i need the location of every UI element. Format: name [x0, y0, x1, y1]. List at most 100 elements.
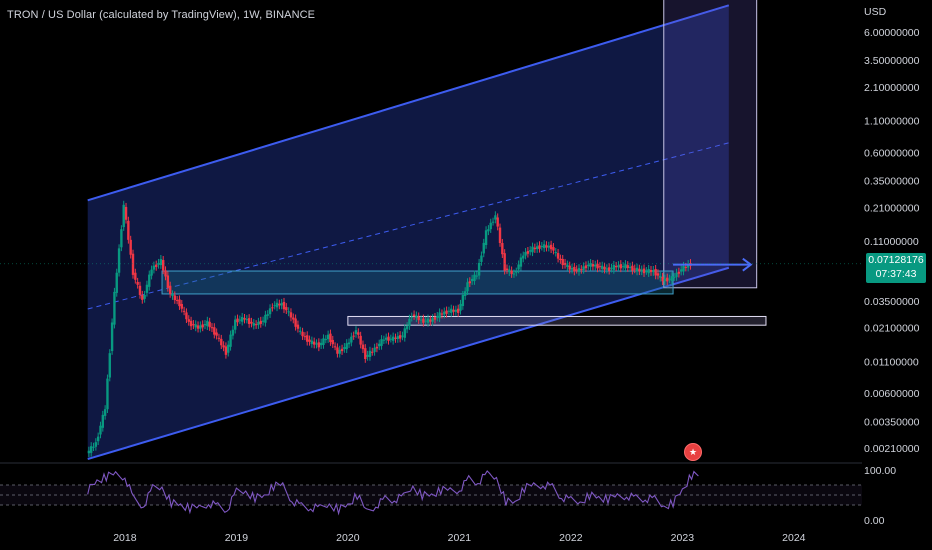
candle-body	[605, 268, 609, 270]
candle-body	[515, 271, 518, 273]
candle-body	[96, 436, 100, 442]
candle-body	[484, 230, 488, 246]
candle-body	[310, 340, 314, 344]
candle-body	[389, 338, 393, 340]
candle-body	[89, 446, 93, 453]
time-axis[interactable]: 2018 2019 2020 2021 2022 2023 2024	[113, 532, 805, 544]
candle-body	[652, 269, 655, 273]
candle-body	[461, 294, 465, 307]
candle-body	[141, 294, 144, 300]
channel-mid-line	[87, 142, 729, 310]
y-tick-label: 0.35000000	[864, 176, 920, 188]
candle-body	[206, 320, 209, 327]
candle-body	[670, 276, 674, 281]
candle-body	[110, 322, 114, 352]
candle-body	[666, 277, 669, 282]
candle-body	[101, 414, 105, 428]
x-tick-label: 2023	[671, 532, 695, 544]
candle-body	[317, 342, 321, 348]
candle-body	[273, 305, 276, 307]
y-tick-label: 1.10000000	[864, 116, 920, 128]
current-price-value: 0.07128176	[868, 254, 924, 266]
candle-body	[384, 337, 388, 340]
lower-zone	[347, 315, 767, 326]
us-flag-icon[interactable]: ★	[684, 443, 702, 461]
candle-body	[635, 267, 639, 272]
candle-body	[157, 262, 160, 265]
candle-body	[152, 265, 156, 270]
x-tick-label: 2020	[336, 532, 360, 544]
candle-body	[127, 220, 130, 240]
candle-body	[347, 342, 351, 345]
y-tick-label: 3.50000000	[864, 55, 920, 67]
rsi-line	[87, 470, 699, 516]
y-tick-label: 0.00350000	[864, 416, 920, 428]
candle-body	[422, 318, 425, 323]
candle-body	[240, 316, 244, 322]
candle-body	[299, 330, 302, 332]
rsi-tick-label: 0.00	[864, 515, 885, 527]
candle-body	[287, 311, 290, 313]
candle-body	[591, 264, 595, 267]
candle-body	[545, 245, 548, 248]
candle-body	[526, 251, 530, 254]
price-axis[interactable]: USD 6.00000000 3.50000000 2.10000000 1.10000…	[864, 6, 920, 455]
y-tick-label: 0.00210000	[864, 443, 920, 455]
candle-body	[268, 308, 272, 315]
candle-body	[477, 262, 481, 276]
candle-body	[257, 321, 260, 326]
candle-body	[603, 266, 606, 270]
candle-body	[266, 314, 269, 316]
x-tick-label: 2021	[448, 532, 472, 544]
candle-body	[482, 242, 485, 254]
candle-body	[443, 311, 446, 315]
candle-body	[503, 253, 506, 271]
candle-body	[326, 334, 330, 340]
candle-body	[417, 316, 420, 321]
candle-body	[382, 339, 386, 341]
candle-body	[575, 269, 578, 271]
candle-body	[596, 263, 599, 269]
candle-body	[352, 335, 355, 337]
candle-body	[522, 255, 525, 259]
y-tick-label: 0.60000000	[864, 147, 920, 159]
candle-body	[512, 273, 516, 275]
candle-body	[106, 378, 109, 410]
candle-body	[473, 274, 476, 282]
candle-body	[261, 320, 265, 322]
candle-body	[573, 266, 576, 272]
candle-body	[617, 265, 620, 268]
candle-body	[155, 264, 158, 267]
candle-body	[598, 266, 602, 268]
candle-body	[366, 354, 369, 357]
candle-body	[250, 321, 253, 324]
candle-body	[196, 325, 200, 329]
candle-body	[447, 310, 451, 312]
candle-body	[113, 291, 116, 325]
candle-body	[143, 294, 146, 299]
candle-body	[686, 264, 690, 268]
candle-body	[254, 324, 258, 326]
candle-body	[171, 294, 174, 297]
channel-lower-line	[87, 266, 730, 461]
candle-body	[148, 274, 151, 287]
channel-layer	[87, 0, 767, 461]
candle-body	[252, 323, 255, 326]
candle-body	[333, 346, 337, 348]
candle-body	[463, 291, 467, 297]
candle-body	[554, 252, 557, 254]
candle-body	[131, 253, 135, 275]
candle-body	[201, 324, 204, 328]
candle-body	[345, 343, 348, 350]
candle-body	[150, 269, 153, 276]
candle-body	[159, 259, 163, 266]
candle-body	[396, 336, 400, 339]
candle-body	[275, 302, 279, 308]
candle-body	[264, 314, 267, 323]
candle-body	[173, 295, 177, 301]
candle-body	[217, 337, 221, 339]
candle-body	[401, 335, 404, 337]
candle-body	[587, 264, 590, 267]
candle-body	[656, 273, 660, 276]
